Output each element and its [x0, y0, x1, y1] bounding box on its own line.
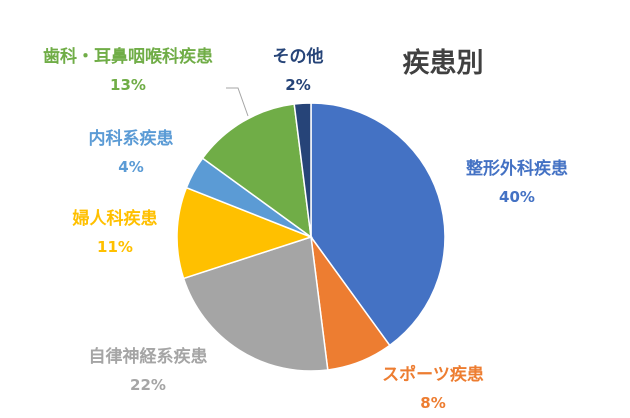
chart-title: 疾患別: [403, 47, 484, 79]
slice-label-4: 内科系疾患: [89, 128, 174, 149]
slice-value-label-1: 8%: [420, 394, 445, 412]
pie-slice-2: [182, 236, 329, 372]
slice-value-label-6: 2%: [285, 76, 310, 94]
slice-label-6: その他: [273, 46, 324, 67]
slice-label-2: 自律神経系疾患: [89, 346, 208, 367]
slice-label-5: 歯科・耳鼻咽喉科疾患: [43, 46, 213, 67]
slice-value-label-3: 11%: [97, 238, 133, 256]
slice-value-label-5: 13%: [110, 76, 146, 94]
leader-line-dental: [226, 87, 249, 117]
pie-slice-3: [176, 186, 314, 280]
slice-value-label-0: 40%: [499, 188, 535, 206]
slice-label-3: 婦人科疾患: [72, 208, 158, 229]
slice-label-0: 整形外科疾患: [466, 158, 568, 179]
pie-slice-0: [310, 102, 446, 347]
slice-labels: 整形外科疾患 40% スポーツ疾患 8% 自律神経系疾患 22% 婦人科疾患 11% 内科系疾患…: [43, 46, 568, 412]
slice-value-label-2: 22%: [130, 376, 166, 394]
slice-label-1: スポーツ疾患: [382, 364, 484, 385]
pie-slice-5: [201, 103, 312, 239]
pie-slices: [176, 102, 446, 372]
slice-value-label-4: 4%: [118, 158, 143, 176]
leader-lines: [226, 87, 249, 117]
pie-slice-6: [293, 102, 312, 238]
